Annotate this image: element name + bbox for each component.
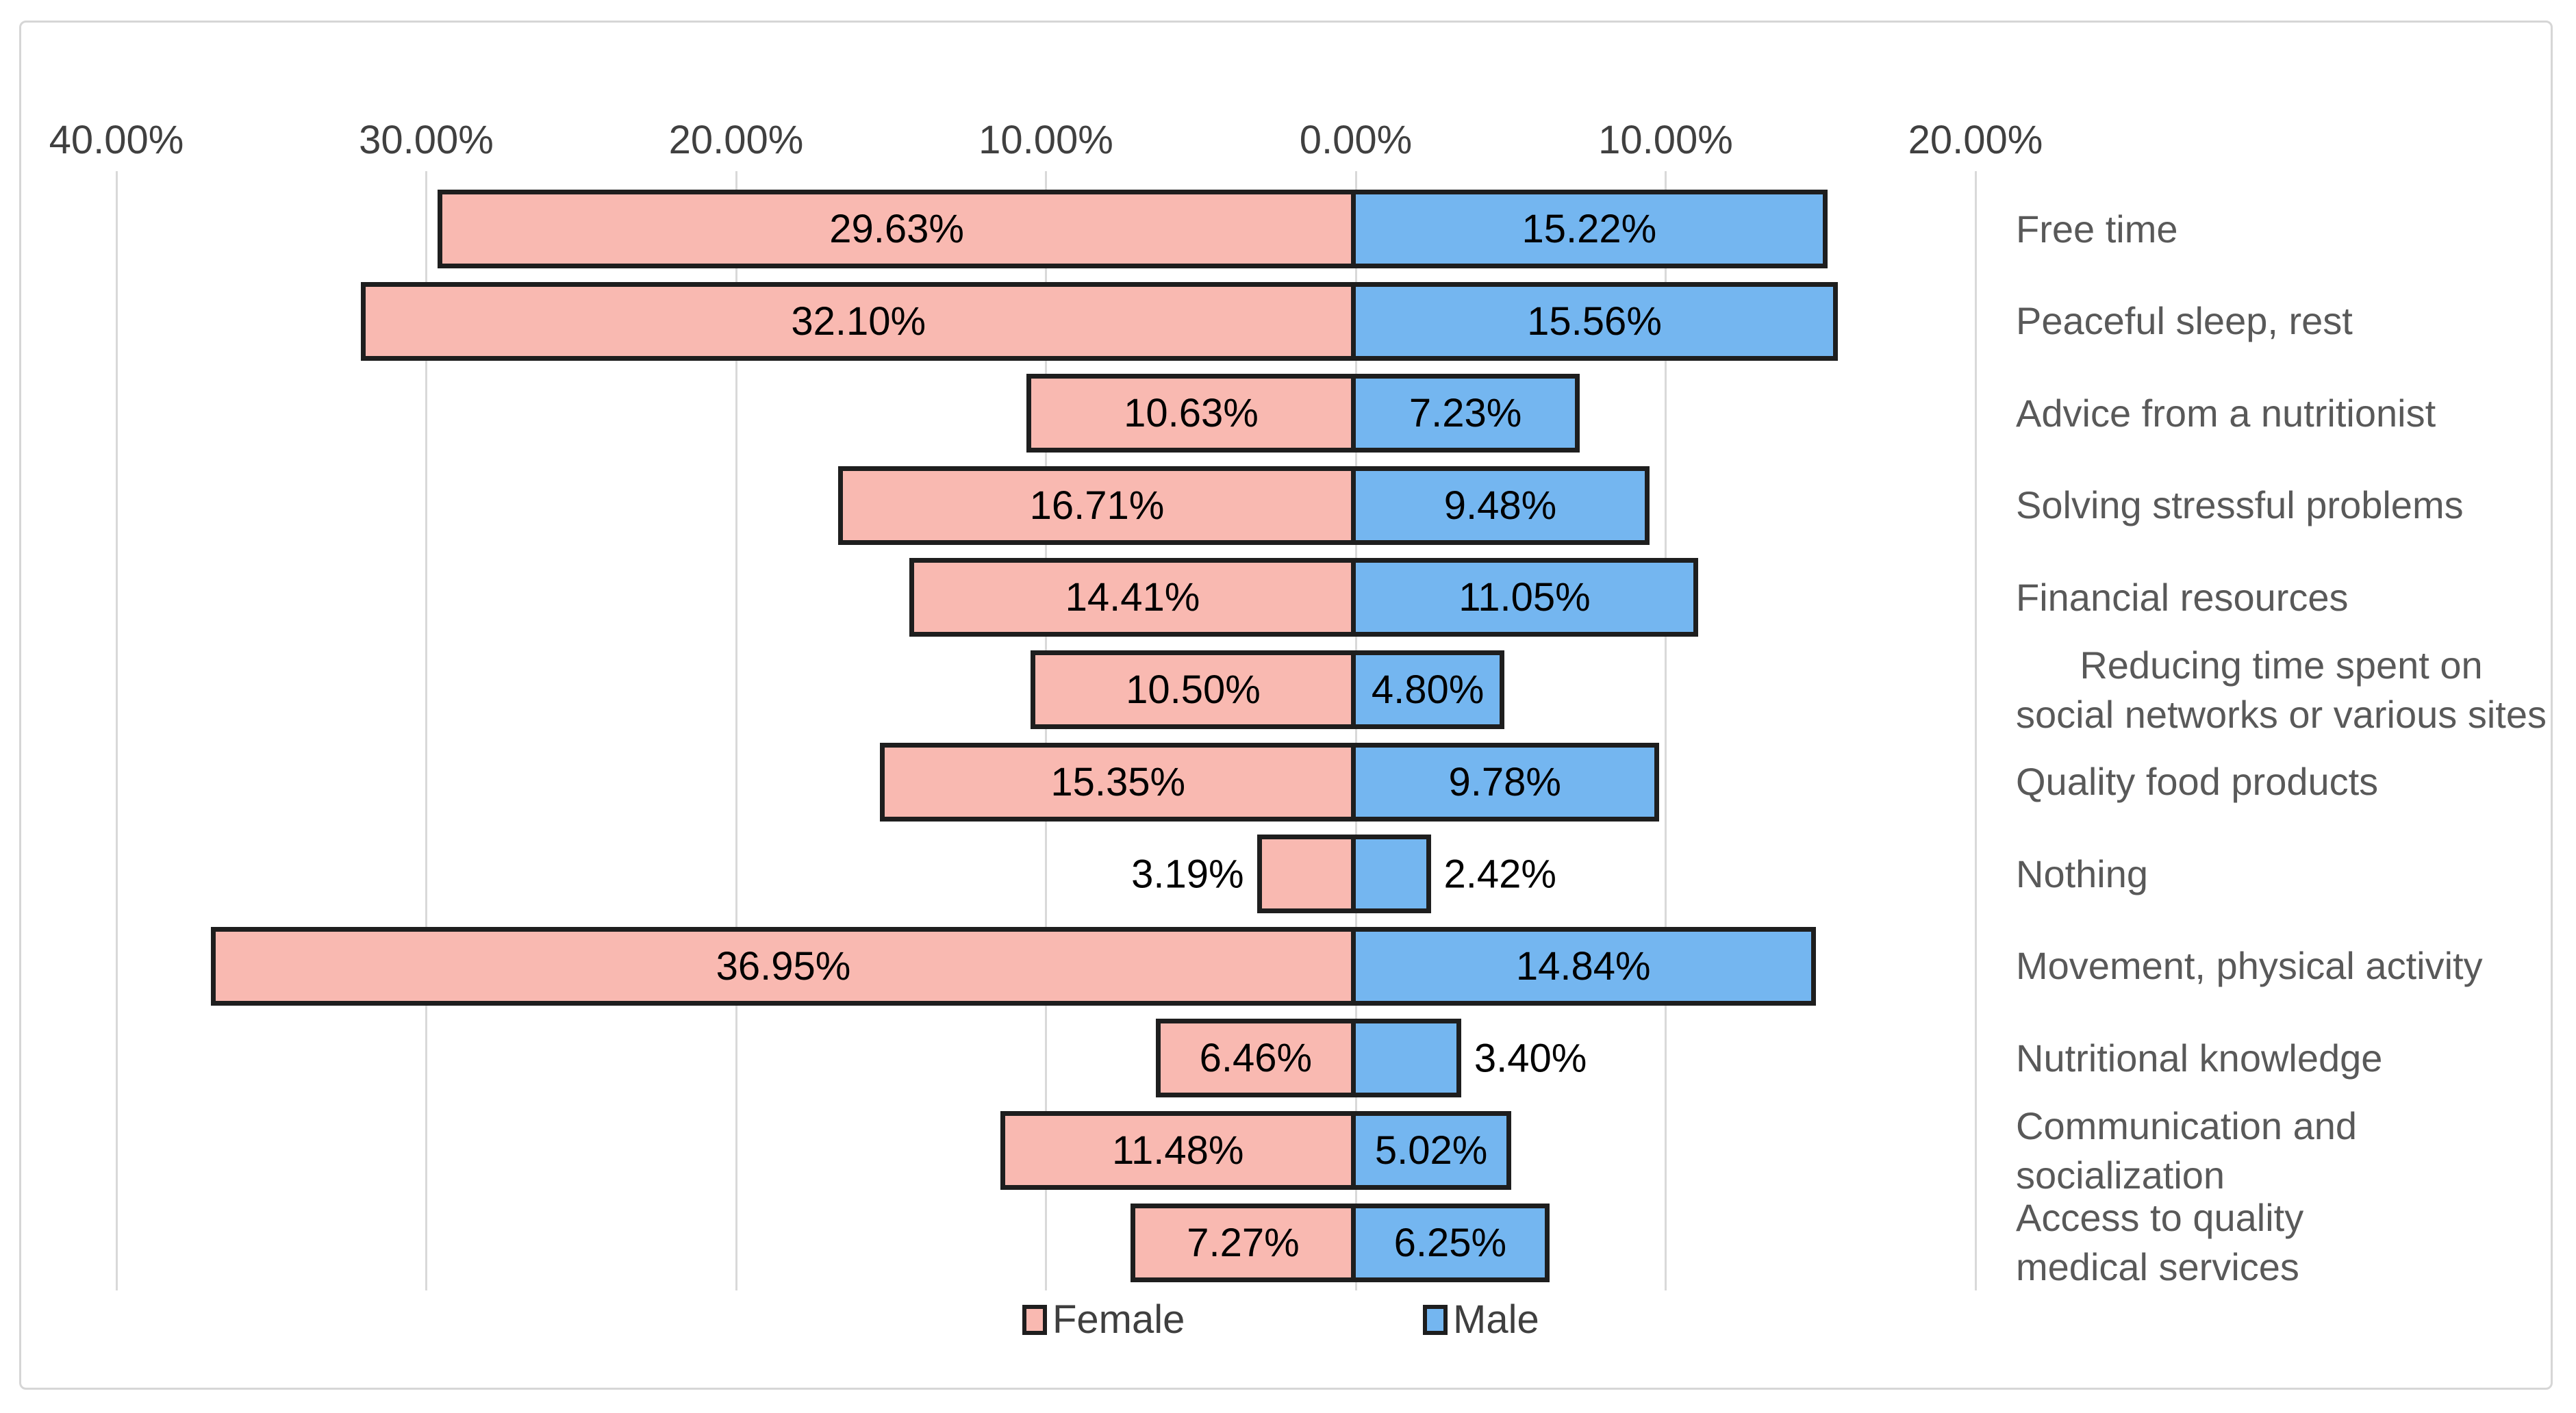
- bar-value-label: 7.27%: [1187, 1220, 1300, 1265]
- bar-value-label: 15.35%: [1050, 759, 1186, 804]
- gridline: [1354, 171, 1357, 1290]
- category-label: Nothing: [2016, 852, 2149, 895]
- category-label: Financial resources: [2016, 576, 2349, 620]
- bar-value-label: 5.02%: [1374, 1128, 1488, 1173]
- bar-female: 10.50%: [1030, 650, 1356, 729]
- axis-tick-label: 20.00%: [668, 118, 804, 162]
- bar-male: 6.25%: [1351, 1203, 1550, 1282]
- category-label: Communication and socialization: [2016, 1104, 2358, 1197]
- bar-female: 3.19%: [1131, 835, 1356, 914]
- bar-female: 11.48%: [1000, 1111, 1356, 1190]
- legend-label: Male: [1453, 1297, 1539, 1342]
- bar-female: 15.35%: [880, 742, 1356, 822]
- bar-value-label: 36.95%: [716, 943, 851, 989]
- bar-value-label: 9.48%: [1443, 483, 1557, 528]
- gridline: [1665, 171, 1667, 1290]
- bar-value-label: 15.56%: [1527, 298, 1662, 344]
- bar-value-label: 6.25%: [1393, 1220, 1507, 1265]
- category-label: Quality food products: [2016, 760, 2379, 804]
- bar-value-label: 29.63%: [829, 207, 964, 251]
- legend-label: Female: [1052, 1297, 1185, 1342]
- bar-value-label: 6.46%: [1199, 1036, 1313, 1081]
- bar-value-label: 15.22%: [1521, 207, 1657, 251]
- bar-female: 7.27%: [1131, 1203, 1356, 1282]
- axis-tick-label: 30.00%: [359, 118, 494, 162]
- category-label: Nutritional knowledge: [2016, 1036, 2383, 1080]
- axis-tick-label: 40.00%: [49, 118, 184, 162]
- category-label: Movement, physical activity: [2016, 944, 2483, 988]
- bar-male: 15.22%: [1351, 190, 1828, 268]
- bar-value-label: 4.80%: [1371, 667, 1485, 712]
- bar-male: 9.48%: [1351, 466, 1650, 545]
- bar-female: 16.71%: [837, 466, 1356, 545]
- axis-tick-label: 0.00%: [1299, 118, 1413, 162]
- bar-female: 10.63%: [1026, 374, 1356, 453]
- gridline: [1045, 171, 1047, 1290]
- bar-male: 5.02%: [1351, 1111, 1512, 1190]
- category-label: Peaceful sleep, rest: [2016, 299, 2353, 343]
- bar-female: 36.95%: [211, 926, 1356, 1006]
- bar-male: 2.42%: [1351, 835, 1556, 914]
- legend: Female Male: [0, 1298, 2576, 1353]
- bar-value-label: 3.40%: [1474, 1036, 1587, 1081]
- bar-male: 9.78%: [1351, 742, 1659, 822]
- axis-tick-label: 20.00%: [1908, 118, 2043, 162]
- bar-value-label: 3.19%: [1131, 852, 1244, 897]
- gridline: [1974, 171, 1977, 1290]
- bar-value-label: 14.41%: [1065, 575, 1200, 620]
- bar-female: 14.41%: [909, 558, 1356, 637]
- axis-tick-label: 10.00%: [1598, 118, 1733, 162]
- axis-tick-label: 10.00%: [978, 118, 1113, 162]
- legend-item-male: Male: [1423, 1298, 1539, 1342]
- bar-value-label: 11.48%: [1112, 1128, 1244, 1173]
- bar-value-label: 16.71%: [1029, 483, 1165, 528]
- bar-male: 11.05%: [1351, 558, 1698, 637]
- category-label: Access to quality medical services: [2016, 1196, 2304, 1289]
- bar-male: 3.40%: [1351, 1019, 1587, 1098]
- category-label: Solving stressful problems: [2016, 483, 2464, 527]
- bar-male: 7.23%: [1351, 374, 1580, 453]
- bar-value-label: 14.84%: [1515, 943, 1651, 989]
- bar-male: 14.84%: [1351, 926, 1816, 1006]
- legend-item-female: Female: [1022, 1298, 1185, 1342]
- bar-female: 32.10%: [361, 281, 1356, 361]
- category-label: Advice from a nutritionist: [2016, 391, 2436, 435]
- bar-value-label: 2.42%: [1443, 852, 1556, 897]
- bar-value-label: 9.78%: [1448, 759, 1561, 804]
- gridline: [735, 171, 737, 1290]
- gridline: [425, 171, 427, 1290]
- gridline: [115, 171, 118, 1290]
- bar-value-label: 32.10%: [791, 298, 926, 344]
- bar-male: 15.56%: [1351, 281, 1839, 361]
- legend-swatch-male: [1423, 1305, 1448, 1335]
- bar-female: 6.46%: [1155, 1019, 1356, 1098]
- bar-value-label: 7.23%: [1409, 391, 1522, 436]
- bar-value-label: 10.50%: [1126, 667, 1261, 712]
- bar-female: 29.63%: [438, 190, 1356, 268]
- bar-value-label: 11.05%: [1459, 575, 1591, 620]
- legend-swatch-female: [1022, 1305, 1047, 1335]
- category-label: Free time: [2016, 207, 2178, 251]
- bar-male: 4.80%: [1351, 650, 1505, 729]
- category-label: Reducing time spent on social networks o…: [2016, 643, 2547, 736]
- bar-value-label: 10.63%: [1124, 391, 1259, 436]
